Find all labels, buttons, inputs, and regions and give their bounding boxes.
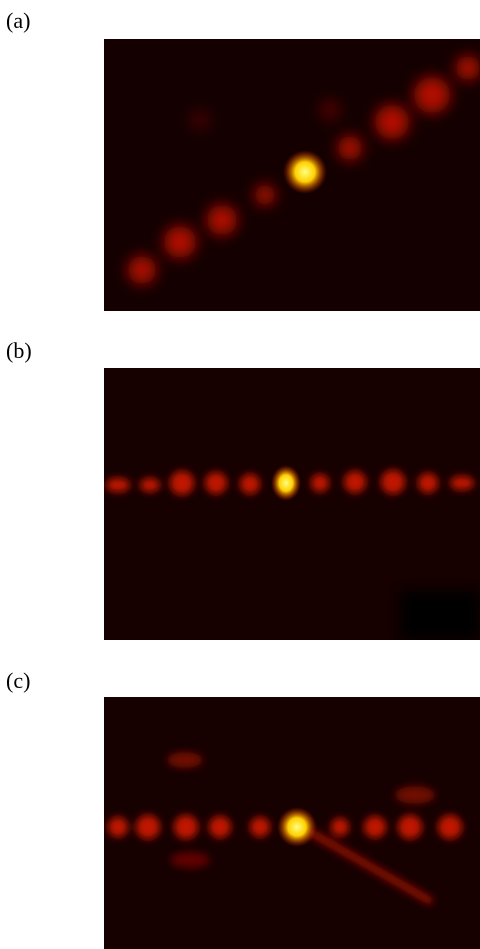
figure: (a) (b) (c) (0, 0, 480, 949)
panel-image (104, 697, 480, 949)
panel-label: (c) (6, 668, 30, 693)
panel-image (104, 368, 480, 640)
panel-label: (b) (6, 338, 32, 363)
panel-image (104, 39, 480, 311)
panel-label: (a) (6, 8, 30, 33)
page: (a) (b) (c) (0, 0, 480, 949)
